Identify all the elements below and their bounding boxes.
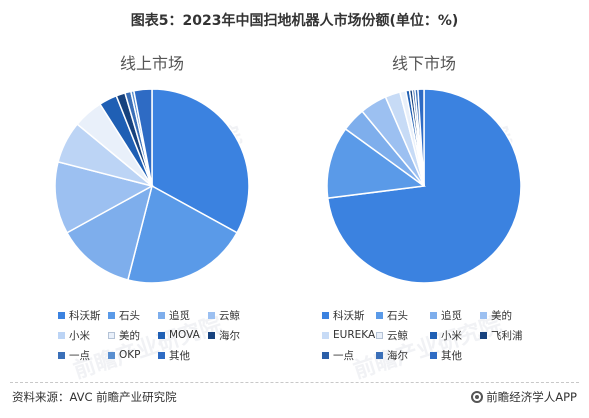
legend-swatch: [480, 331, 487, 339]
legend-swatch: [158, 311, 165, 319]
legend-swatch: [430, 351, 437, 359]
legend-swatch: [430, 331, 437, 339]
legend-item-offline: EUREKA: [322, 328, 375, 342]
legend-item-offline: 云鲸: [376, 328, 408, 342]
legend-item-online: 一点: [58, 348, 90, 362]
legend-label: EUREKA: [333, 329, 376, 341]
legend-item-online: 海尔: [208, 328, 240, 342]
pie-slice-offline-10: [417, 88, 425, 187]
legend-item-online: 美的: [108, 328, 140, 342]
legend-item-online: OKP: [108, 348, 140, 362]
legend-label: 海尔: [219, 329, 240, 342]
legend-item-online: 科沃斯: [58, 308, 101, 322]
legend-label: 云鲸: [387, 329, 408, 342]
legend-label: MOVA: [169, 329, 200, 341]
legend-item-offline: 小米: [430, 328, 462, 342]
legend-item-offline: 科沃斯: [322, 308, 365, 322]
chart-title-online: 线上市场: [119, 54, 184, 73]
legend-swatch: [480, 311, 487, 319]
legend-label: OKP: [119, 349, 141, 361]
legend-item-online: 小米: [58, 328, 90, 342]
legend-label: 一点: [333, 349, 354, 362]
brand: 前瞻经济学人APP: [471, 389, 577, 405]
legend-item-offline: 一点: [322, 348, 354, 362]
pie-chart-offline: [326, 88, 522, 284]
legend-swatch: [58, 351, 65, 359]
legend-swatch: [108, 311, 115, 319]
legend-label: 石头: [119, 309, 140, 322]
legend-swatch: [322, 331, 329, 339]
brand-text: 前瞻经济学人APP: [486, 390, 577, 404]
pie-chart-online: [54, 88, 250, 284]
legend-item-offline: 石头: [376, 308, 408, 322]
legend-swatch: [158, 351, 165, 359]
legend-item-offline: 其他: [430, 348, 462, 362]
pie-slice-online-1: [126, 184, 239, 284]
pie-slice-online-0: [151, 88, 250, 234]
legend-swatch: [322, 351, 329, 359]
legend-item-offline: 美的: [480, 308, 512, 322]
legend-swatch: [376, 351, 383, 359]
legend-item-online: 追觅: [158, 308, 190, 322]
legend-label: 其他: [169, 349, 190, 362]
legend-swatch: [208, 311, 215, 319]
brand-logo-icon: [471, 391, 484, 403]
legend-label: 海尔: [387, 349, 408, 362]
legend-label: 云鲸: [219, 309, 240, 322]
legend-label: 小米: [441, 329, 462, 342]
legend-swatch: [158, 331, 165, 339]
legend-swatch: [322, 311, 329, 319]
legend-label: 石头: [387, 309, 408, 322]
pie-slice-online-10: [132, 88, 153, 187]
legend-swatch: [58, 331, 65, 339]
legend-item-offline: 飞利浦: [480, 328, 523, 342]
legend-label: 美的: [491, 309, 512, 322]
page-title: 图表5：2023年中国扫地机器人市场份额(单位：%): [130, 13, 459, 29]
legend-label: 科沃斯: [333, 309, 365, 322]
pie-slice-offline-1: [326, 127, 426, 199]
legend-label: 追觅: [441, 309, 462, 322]
legend-swatch: [58, 311, 65, 319]
legend-item-online: 石头: [108, 308, 140, 322]
legend-swatch: [108, 351, 115, 359]
legend-label: 科沃斯: [69, 309, 101, 322]
legend-label: 飞利浦: [491, 329, 523, 342]
legend-offline: 科沃斯 石头 追觅 美的 EUREKA 云鲸 小米 飞利浦一点 海尔 其他: [322, 308, 562, 368]
legend-swatch: [430, 311, 437, 319]
chart-title-offline: 线下市场: [391, 54, 456, 73]
legend-label: 小米: [69, 329, 90, 342]
legend-online: 科沃斯 石头 追觅 云鲸小米 美的 MOVA 海尔一点 OKP 其他: [58, 308, 278, 368]
legend-label: 追觅: [169, 309, 190, 322]
legend-swatch: [376, 311, 383, 319]
pie-slice-online-2: [65, 184, 154, 281]
pie-slice-online-3: [54, 160, 155, 234]
legend-item-online: 云鲸: [208, 308, 240, 322]
footer-divider: [10, 382, 579, 383]
legend-item-offline: 海尔: [376, 348, 408, 362]
legend-label: 一点: [69, 349, 90, 362]
legend-label: 其他: [441, 349, 462, 362]
legend-item-online: MOVA: [158, 328, 200, 342]
source-text: 资料来源：AVC 前瞻产业研究院: [12, 390, 177, 404]
legend-item-offline: 追觅: [430, 308, 462, 322]
legend-swatch: [376, 331, 383, 339]
legend-swatch: [208, 331, 215, 339]
legend-item-online: 其他: [158, 348, 190, 362]
legend-label: 美的: [119, 329, 140, 342]
legend-swatch: [108, 331, 115, 339]
